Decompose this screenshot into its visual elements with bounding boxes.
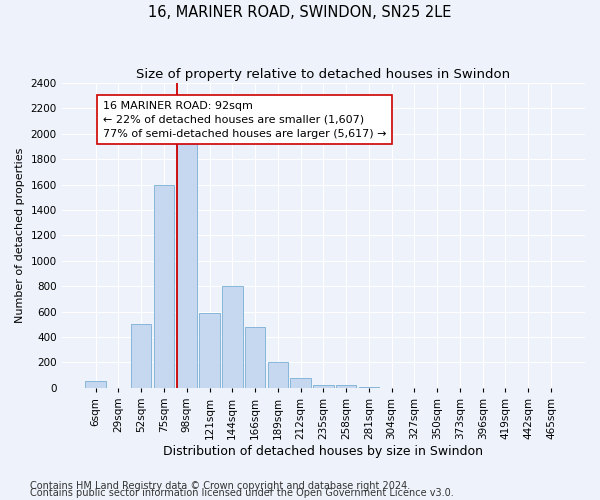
Y-axis label: Number of detached properties: Number of detached properties [15, 148, 25, 323]
Bar [176, 140, 197, 388]
Bar [268, 362, 288, 388]
Text: 16 MARINER ROAD: 92sqm
← 22% of detached houses are smaller (1,607)
77% of semi-: 16 MARINER ROAD: 92sqm ← 22% of detached… [103, 101, 386, 139]
Bar [336, 386, 356, 388]
Bar [131, 324, 151, 388]
Bar [85, 382, 106, 388]
X-axis label: Distribution of detached houses by size in Swindon: Distribution of detached houses by size … [163, 444, 484, 458]
Bar [290, 378, 311, 388]
Bar [154, 184, 174, 388]
Bar [222, 286, 242, 388]
Text: 16, MARINER ROAD, SWINDON, SN25 2LE: 16, MARINER ROAD, SWINDON, SN25 2LE [148, 5, 452, 20]
Bar [245, 327, 265, 388]
Title: Size of property relative to detached houses in Swindon: Size of property relative to detached ho… [136, 68, 511, 80]
Text: Contains public sector information licensed under the Open Government Licence v3: Contains public sector information licen… [30, 488, 454, 498]
Bar [199, 313, 220, 388]
Bar [313, 384, 334, 388]
Text: Contains HM Land Registry data © Crown copyright and database right 2024.: Contains HM Land Registry data © Crown c… [30, 481, 410, 491]
Bar [359, 387, 379, 388]
